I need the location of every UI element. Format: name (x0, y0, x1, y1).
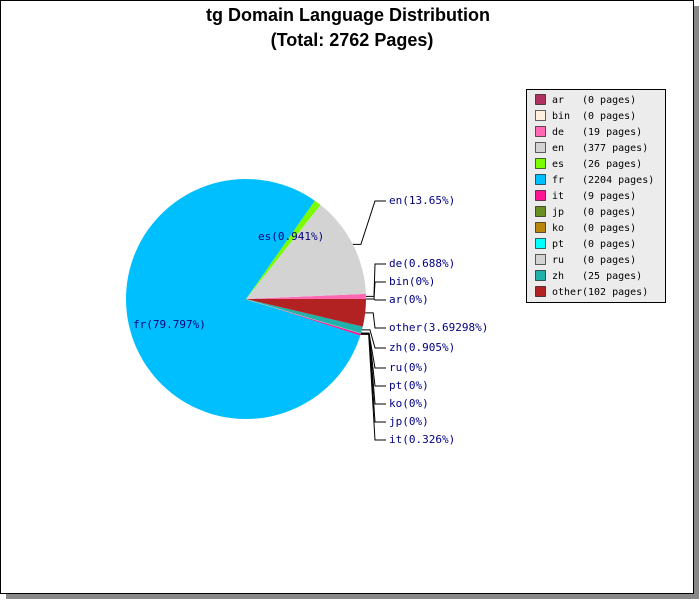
chart-subtitle: (Total: 2762 Pages) (271, 30, 434, 50)
legend-pages: (2204 pages) (582, 175, 654, 186)
legend-swatch (535, 142, 546, 153)
slice-label: pt(0%) (389, 379, 429, 392)
legend-swatch (535, 94, 546, 105)
legend-pages: (0 pages) (582, 223, 636, 234)
legend-pages: (377 pages) (582, 143, 648, 154)
pie-slice (246, 299, 362, 336)
legend-pages: (0 pages) (582, 239, 636, 250)
legend-swatch (535, 206, 546, 217)
slice-label: de(0.688%) (389, 257, 455, 270)
pie-slice (246, 204, 366, 299)
legend-swatch (535, 286, 546, 297)
legend-box (526, 89, 666, 303)
leader-line (352, 200, 386, 245)
legend-label: zh (552, 271, 564, 282)
slice-label: ru(0%) (389, 361, 429, 374)
legend-swatch (535, 270, 546, 281)
legend-label: other (552, 287, 582, 298)
slice-label: fr(79.797%) (133, 318, 206, 331)
legend-swatch (535, 174, 546, 185)
legend-swatch (535, 158, 546, 169)
legend-pages: (26 pages) (582, 159, 642, 170)
legend-swatch (535, 222, 546, 233)
legend-label: ko (552, 223, 564, 234)
slice-label: bin(0%) (389, 275, 435, 288)
legend-label: de (552, 127, 564, 138)
slice-label: jp(0%) (389, 415, 429, 428)
legend-swatch (535, 190, 546, 201)
pie-slice (246, 299, 363, 334)
legend-label: jp (552, 207, 564, 218)
pie (126, 179, 366, 419)
slice-label: en(13.65%) (389, 194, 455, 207)
leader-line (365, 312, 386, 329)
legend-label: pt (552, 239, 564, 250)
legend-pages: (19 pages) (582, 127, 642, 138)
legend-label: bin (552, 111, 570, 122)
legend-label: ru (552, 255, 564, 266)
legend-pages: (0 pages) (582, 111, 636, 122)
pie-slice (126, 179, 361, 419)
slice-label: it(0.326%) (389, 433, 455, 446)
legend-swatch (535, 126, 546, 137)
legend-label: ar (552, 95, 564, 106)
legend-label: fr (552, 175, 564, 186)
leader-line (360, 333, 386, 441)
legend-pages: (9 pages) (582, 191, 636, 202)
slice-label: zh(0.905%) (389, 341, 455, 354)
slice-label: ko(0%) (389, 397, 429, 410)
slice-label: ar(0%) (389, 293, 429, 306)
legend-pages: (0 pages) (582, 207, 636, 218)
legend-pages: (102 pages) (582, 287, 648, 298)
legend-swatch (535, 238, 546, 249)
leader-line (361, 329, 386, 349)
slice-label: es(0.941%) (258, 230, 324, 243)
legend-pages: (25 pages) (582, 271, 642, 282)
leader-line (365, 263, 386, 297)
legend-pages: (0 pages) (582, 255, 636, 266)
legend-label: es (552, 159, 564, 170)
slice-labels: ar(0%) bin(0%) de(0.688%) en(13.65%) es(0.94… (133, 194, 488, 446)
pie-slice (246, 200, 321, 299)
legend-swatch (535, 110, 546, 121)
pie-slice (246, 293, 366, 299)
legend-label: it (552, 191, 564, 202)
pie-slice (246, 299, 366, 327)
legend-swatch (535, 254, 546, 265)
leader-line (361, 332, 386, 369)
slice-label: other(3.69298%) (389, 321, 488, 334)
legend-label: en (552, 143, 564, 154)
legend: ar (0 pages) bin (0 pages) de (19 pages) en (37… (535, 94, 654, 298)
chart-title: tg Domain Language Distribution (206, 5, 490, 25)
legend-pages: (0 pages) (582, 95, 636, 106)
